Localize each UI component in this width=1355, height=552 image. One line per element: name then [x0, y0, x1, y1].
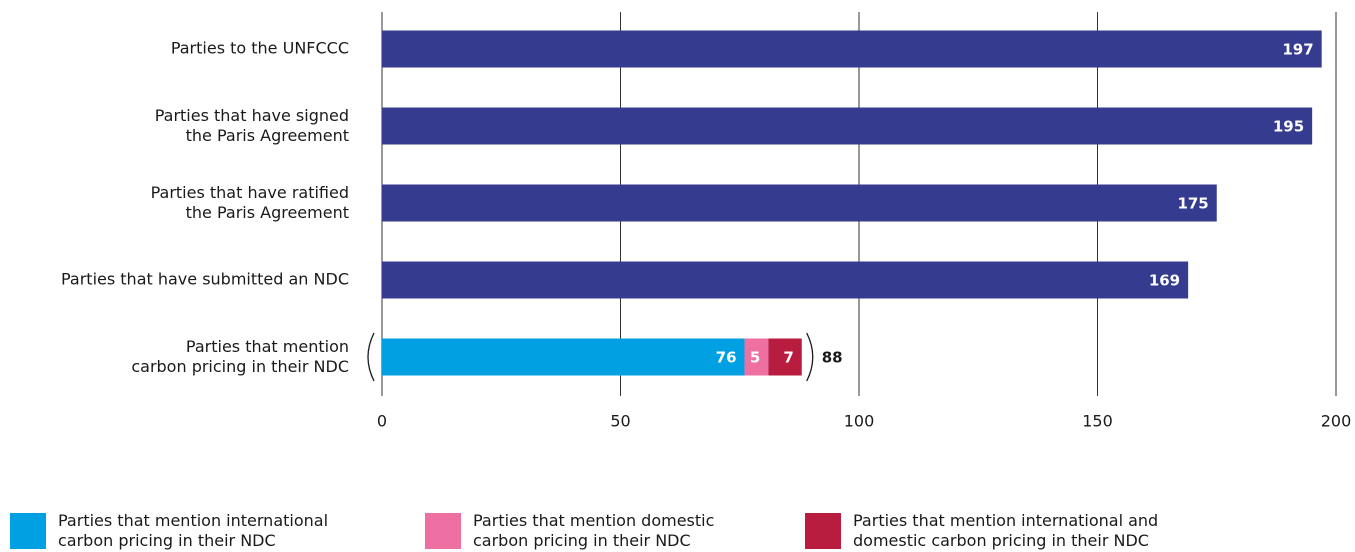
- bar: [768, 338, 802, 376]
- data-label: 7: [783, 349, 793, 367]
- bar: [382, 30, 1322, 68]
- bar: [382, 261, 1189, 299]
- bar: [744, 338, 769, 376]
- data-label: 195: [1273, 118, 1304, 136]
- legend-swatch: [425, 513, 461, 549]
- y-tick-label: Parties that have submitted an NDC: [61, 270, 349, 289]
- bar: [382, 338, 745, 376]
- y-tick-label: Parties that have signed the Paris Agreem…: [155, 106, 349, 145]
- legend-label: Parties that mention international carbon…: [58, 511, 328, 550]
- total-label: 88: [822, 349, 843, 367]
- x-tick-label: 200: [1321, 412, 1352, 431]
- legend-label: Parties that mention domestic carbon pric…: [473, 511, 714, 550]
- bracket: [367, 332, 375, 382]
- x-tick-label: 50: [610, 412, 630, 431]
- bar: [382, 107, 1313, 145]
- y-tick-label: Parties that have ratified the Paris Agre…: [151, 183, 349, 222]
- data-label: 5: [750, 349, 760, 367]
- legend-label: Parties that mention international and do…: [853, 511, 1158, 550]
- bar: [382, 184, 1217, 222]
- data-label: 175: [1177, 195, 1208, 213]
- y-tick-label: Parties to the UNFCCC: [171, 39, 349, 58]
- data-label: 169: [1149, 272, 1180, 290]
- x-tick-label: 150: [1082, 412, 1113, 431]
- legend-swatch: [10, 513, 46, 549]
- data-label: 76: [716, 349, 737, 367]
- data-label: 197: [1282, 41, 1313, 59]
- legend-swatch: [805, 513, 841, 549]
- bracket: [806, 332, 814, 382]
- x-tick-label: 100: [844, 412, 875, 431]
- y-tick-label: Parties that mention carbon pricing in th…: [131, 337, 349, 376]
- x-tick-label: 0: [377, 412, 387, 431]
